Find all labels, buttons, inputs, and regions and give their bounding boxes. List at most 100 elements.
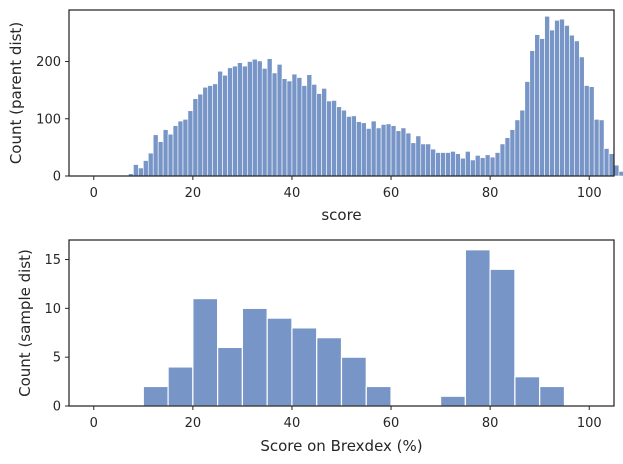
parent-x-axis-label: score	[321, 206, 361, 224]
parent-bar	[499, 143, 506, 177]
sample-y-tick-label: 15	[44, 253, 61, 268]
parent-y-tick-label: 100	[36, 112, 61, 127]
parent-bar	[415, 135, 422, 177]
parent-axes-frame	[68, 9, 615, 177]
parent-bar	[351, 115, 357, 177]
parent-bar	[261, 68, 268, 177]
parent-bar	[291, 73, 298, 177]
parent-bar	[281, 78, 288, 177]
parent-bar	[474, 155, 481, 177]
parent-bar	[465, 151, 471, 177]
sample-y-tick-label: 0	[53, 400, 61, 415]
parent-bar	[385, 123, 392, 177]
parent-x-tick-label: 100	[577, 186, 602, 201]
parent-bar	[271, 72, 278, 177]
parent-bar	[430, 148, 436, 177]
parent-bar	[400, 127, 407, 177]
parent-bar	[197, 93, 204, 177]
parent-bar	[143, 160, 149, 177]
sample-x-axis-label: Score on Brexdex (%)	[260, 437, 422, 455]
sample-bar	[291, 327, 318, 407]
parent-bar	[227, 67, 233, 177]
parent-bars	[128, 15, 623, 177]
sample-y-axis-label: Count (sample dist)	[16, 249, 34, 397]
parent-bar	[192, 98, 199, 177]
parent-bar	[336, 106, 342, 177]
parent-bar	[460, 157, 466, 177]
sample-axes-frame	[68, 239, 615, 407]
parent-bar	[583, 85, 590, 177]
parent-bar	[177, 120, 184, 177]
sample-y-ticks: 0 5 10 15	[44, 253, 69, 415]
parent-x-tick-label: 0	[90, 186, 98, 201]
parent-bar	[306, 74, 313, 177]
parent-bar	[202, 86, 209, 177]
parent-distribution-chart: 0 20 40 60 80 100 0 100 200 score Count (parent…	[7, 9, 623, 224]
sample-x-tick-label: 60	[383, 416, 400, 431]
parent-bar	[420, 143, 427, 177]
parent-bar	[559, 18, 565, 177]
parent-y-tick-label: 200	[36, 55, 61, 70]
parent-bar	[539, 38, 545, 177]
parent-bar	[554, 20, 560, 177]
sample-x-tick-label: 40	[284, 416, 301, 431]
parent-bar	[410, 142, 417, 177]
parent-bar	[346, 116, 352, 177]
parent-bar	[549, 29, 555, 177]
parent-bar	[341, 109, 347, 177]
parent-bar	[182, 119, 189, 177]
parent-bar	[514, 119, 521, 177]
sample-distribution-chart: 0 20 40 60 80 100 0 5 10 15 Score on Brexdex (%)…	[16, 239, 615, 455]
sample-bar	[142, 385, 169, 407]
parent-bar	[316, 93, 322, 177]
sample-y-tick-label: 5	[53, 351, 61, 366]
sample-x-tick-label: 100	[577, 416, 602, 431]
parent-bar	[276, 64, 283, 177]
parent-x-tick-label: 60	[383, 186, 400, 201]
parent-bar	[147, 152, 154, 177]
parent-bar	[598, 119, 605, 177]
parent-bar	[613, 164, 620, 177]
sample-bar	[266, 317, 293, 407]
parent-bar	[618, 171, 623, 177]
parent-bar	[301, 85, 308, 177]
parent-bar	[321, 88, 327, 177]
parent-bar	[593, 119, 600, 177]
sample-bar	[539, 385, 566, 407]
parent-bar	[138, 167, 144, 177]
sample-bar	[316, 337, 343, 407]
sample-bar	[439, 395, 466, 407]
parent-bar	[494, 152, 501, 177]
parent-bar	[484, 154, 491, 177]
sample-x-tick-label: 0	[90, 416, 98, 431]
sample-bar	[217, 346, 244, 407]
parent-bar	[390, 125, 397, 177]
parent-bar	[445, 152, 451, 177]
parent-bar	[435, 152, 441, 177]
parent-bar	[152, 134, 159, 177]
parent-bar	[405, 132, 412, 177]
parent-bar	[440, 152, 446, 177]
sample-x-ticks: 0 20 40 60 80 100	[90, 406, 602, 431]
parent-bar	[365, 128, 372, 177]
parent-bar	[504, 137, 511, 177]
parent-x-tick-label: 20	[185, 186, 202, 201]
sample-y-tick-label: 10	[44, 302, 61, 317]
parent-bar	[588, 86, 595, 177]
parent-x-tick-label: 80	[482, 186, 499, 201]
parent-bar	[296, 77, 303, 177]
sample-bar	[365, 385, 392, 407]
parent-bar	[237, 62, 243, 177]
parent-x-ticks: 0 20 40 60 80 100	[90, 176, 602, 201]
sample-x-tick-label: 20	[185, 416, 202, 431]
parent-bar	[519, 109, 526, 177]
parent-bar	[256, 60, 263, 177]
sample-bar	[464, 249, 491, 407]
sample-bars	[142, 249, 566, 407]
parent-bar	[603, 148, 610, 177]
parent-bar	[395, 130, 402, 177]
parent-bar	[489, 156, 496, 177]
sample-bar	[192, 297, 219, 407]
parent-x-tick-label: 40	[284, 186, 301, 201]
